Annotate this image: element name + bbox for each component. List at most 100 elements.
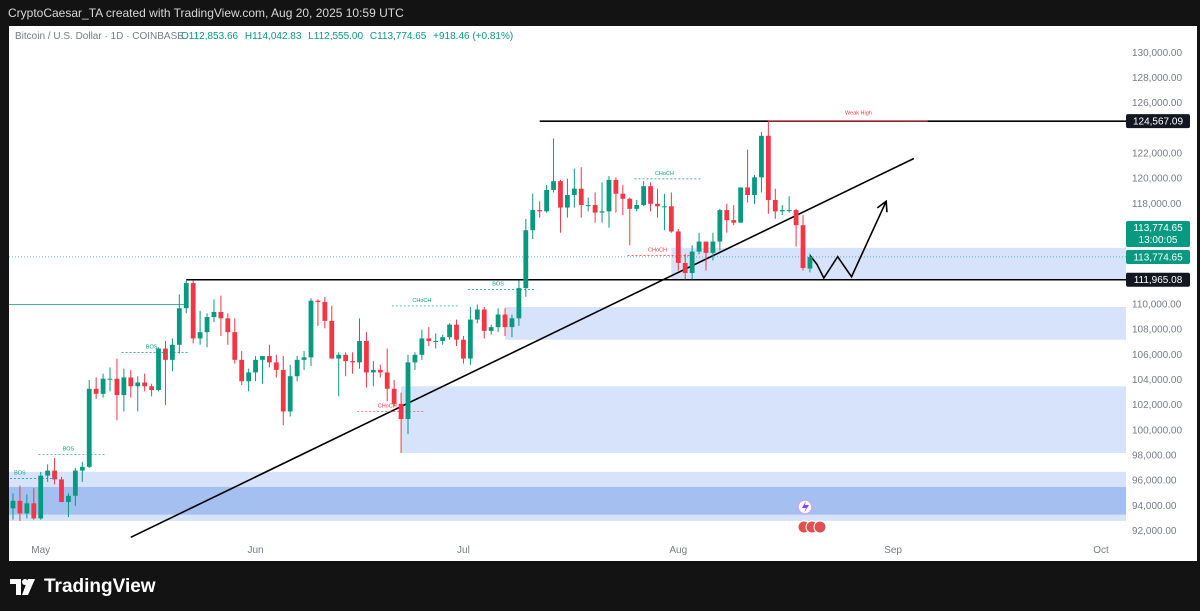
candle-body [163,348,168,360]
candle [655,188,660,218]
flag-event-icon-3[interactable] [813,520,827,534]
candlestick-chart[interactable]: BOS BOS BOS CHoCH CHoCH BOS CHoCH CHoCH Weak Hig… [0,26,1197,561]
legend-ohlc: O112,853.66 H114,042.83 L112,555.00 C113… [181,31,513,42]
y-tick-label: 96,000.00 [1132,476,1177,487]
zone-2 [401,386,1127,453]
annotation-2: BOS [146,345,158,351]
candle-body [731,220,737,223]
candle-body [343,354,349,362]
candle [738,187,744,223]
candle [682,254,688,280]
candle-body [454,324,459,340]
candle-body [225,318,231,333]
candle [197,310,203,345]
candle-body [440,337,446,341]
candle [107,367,113,392]
candle [260,356,265,384]
candle-body [246,372,252,382]
candle [634,200,640,212]
legend-symbol: Bitcoin / U.S. Dollar · 1D · COINBASE [15,31,184,42]
candle-body [114,378,120,396]
candle [17,485,23,521]
candle-body [121,377,127,396]
candle-body [350,361,355,363]
candle [142,373,148,392]
candle [689,245,695,280]
candle-body [738,187,744,223]
chart-panel[interactable]: BOS BOS BOS CHoCH CHoCH BOS CHoCH CHoCH Weak Hig… [0,26,1197,561]
candle [149,383,154,397]
candle [391,379,397,407]
y-tick-label: 94,000.00 [1132,501,1177,512]
current-price-2-text: 113,774.65 [1133,252,1183,263]
candle [398,392,404,453]
candle [183,280,189,314]
countdown-text: 13:00:05 [1139,235,1178,246]
candle [412,352,418,370]
candle [93,377,99,399]
event-icons [797,499,827,534]
high-level-label: 124,567.09 [1126,114,1190,129]
high-level-label-bg [1126,114,1190,129]
y-tick-label: 126,000.00 [1132,98,1182,109]
candle-body [38,475,44,519]
y-tick-label: 104,000.00 [1132,375,1182,386]
candle [807,253,813,273]
candle [294,356,300,382]
candle-body [495,314,501,328]
candle [724,203,730,233]
candle-body [24,503,30,514]
candle-body [807,256,813,269]
high-level-label-text: 124,567.09 [1133,117,1183,128]
candle-body [481,309,487,331]
candle-body [308,300,314,358]
candle-body [405,362,411,419]
candle-body [703,241,709,253]
x-tick-label: Jun [247,545,263,556]
lightning-glyph-icon [802,501,809,513]
candle-body [204,317,210,333]
annotation-5: BOS [492,282,504,288]
candle [488,324,494,335]
candle-body [786,210,792,212]
candle [100,373,106,398]
candle [710,232,716,261]
candle [190,280,196,344]
candle [239,351,245,386]
candle-body [530,210,536,231]
candle-body [426,338,432,341]
candle [24,494,30,519]
candle [66,493,71,518]
candle-body [267,356,272,363]
footer-bar [0,561,1200,611]
candle [717,208,723,251]
candle-body [620,193,626,199]
candle [495,308,501,333]
candle [267,344,272,368]
candle [426,327,432,347]
candle [287,364,293,417]
candle-body [128,377,134,387]
price-labels-layer: 124,567.09111,965.08113,774.6513:00:0511… [1126,114,1190,287]
candle-body [86,388,92,467]
legend-change: +918.46 (+0.81%) [433,31,513,42]
legend-close: C113,774.65 [370,31,427,42]
candle [128,369,134,398]
candle-body [599,211,605,213]
candle-body [565,194,570,208]
candle [454,319,459,347]
support-level-label: 111,965.08 [1126,272,1190,287]
candle [169,338,175,372]
annotations-layer: BOS BOS BOS CHoCH CHoCH BOS CHoCH CHoCH Weak Hig… [0,110,872,479]
candle [481,306,487,339]
candle-body [149,386,154,391]
candle [537,201,543,218]
tradingview-logo[interactable]: TradingView [10,575,156,599]
candle-body [648,186,653,204]
y-tick-label: 98,000.00 [1132,450,1177,461]
candle [59,476,64,503]
trendline [130,157,915,539]
candle-body [537,210,543,212]
candle-body [772,200,778,212]
candle-body [315,300,321,302]
